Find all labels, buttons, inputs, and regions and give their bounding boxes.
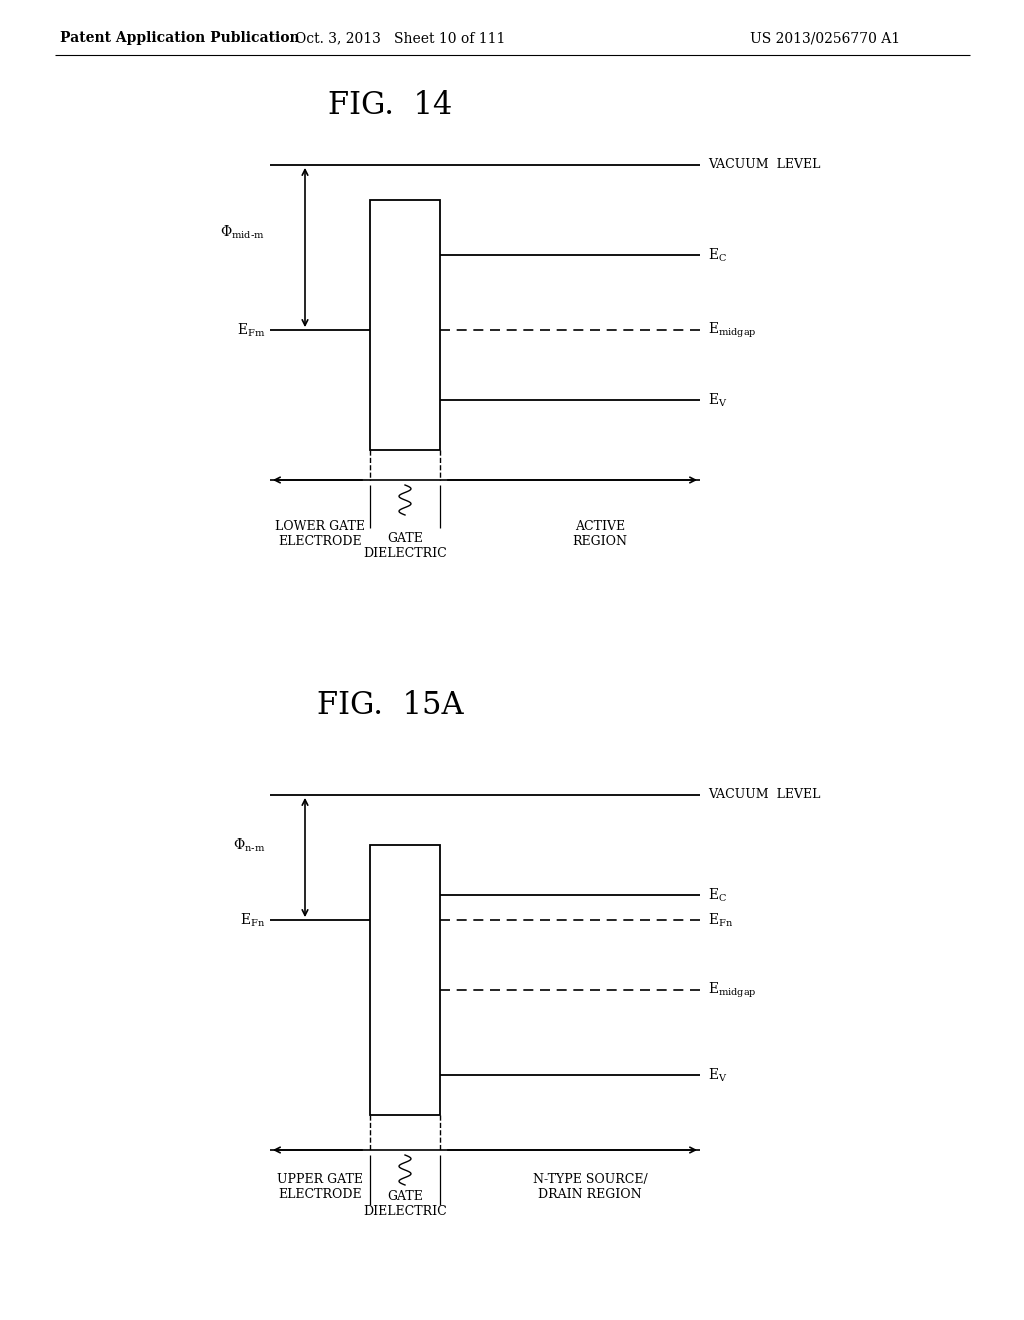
Text: $\mathregular{E_{midgap}}$: $\mathregular{E_{midgap}}$ — [708, 981, 757, 999]
Text: DIELECTRIC: DIELECTRIC — [364, 1205, 446, 1218]
Text: $\mathregular{E_V}$: $\mathregular{E_V}$ — [708, 391, 727, 409]
Text: $\mathregular{E_C}$: $\mathregular{E_C}$ — [708, 247, 727, 264]
Text: $\mathregular{E_V}$: $\mathregular{E_V}$ — [708, 1067, 727, 1084]
Text: ELECTRODE: ELECTRODE — [279, 1188, 361, 1201]
Bar — [370, 201, 440, 450]
Text: $\mathregular{E_{midgap}}$: $\mathregular{E_{midgap}}$ — [708, 321, 757, 339]
Text: VACUUM  LEVEL: VACUUM LEVEL — [708, 158, 820, 172]
Text: Patent Application Publication: Patent Application Publication — [60, 30, 300, 45]
Text: GATE: GATE — [387, 532, 423, 545]
Text: GATE: GATE — [387, 1191, 423, 1203]
Text: ELECTRODE: ELECTRODE — [279, 535, 361, 548]
Text: ACTIVE: ACTIVE — [574, 520, 625, 533]
Text: US 2013/0256770 A1: US 2013/0256770 A1 — [750, 30, 900, 45]
Text: DRAIN REGION: DRAIN REGION — [539, 1188, 642, 1201]
Text: $\mathregular{E_{Fn}}$: $\mathregular{E_{Fn}}$ — [240, 911, 265, 929]
Text: N-TYPE SOURCE/: N-TYPE SOURCE/ — [532, 1173, 647, 1185]
Text: $\mathregular{E_{Fn}}$: $\mathregular{E_{Fn}}$ — [708, 911, 733, 929]
Text: LOWER GATE: LOWER GATE — [275, 520, 365, 533]
Text: FIG.  14: FIG. 14 — [328, 90, 453, 121]
Text: VACUUM  LEVEL: VACUUM LEVEL — [708, 788, 820, 801]
Text: Oct. 3, 2013   Sheet 10 of 111: Oct. 3, 2013 Sheet 10 of 111 — [295, 30, 505, 45]
Bar — [370, 845, 440, 1115]
Text: $\mathregular{\Phi_{mid\text{-}m}}$: $\mathregular{\Phi_{mid\text{-}m}}$ — [220, 224, 265, 242]
Text: UPPER GATE: UPPER GATE — [278, 1173, 362, 1185]
Text: $\mathregular{E_{Fm}}$: $\mathregular{E_{Fm}}$ — [237, 321, 265, 339]
Text: REGION: REGION — [572, 535, 628, 548]
Text: FIG.  15A: FIG. 15A — [316, 690, 463, 721]
Text: $\mathregular{\Phi_{n\text{-}m}}$: $\mathregular{\Phi_{n\text{-}m}}$ — [232, 837, 265, 854]
Text: $\mathregular{E_C}$: $\mathregular{E_C}$ — [708, 886, 727, 904]
Text: DIELECTRIC: DIELECTRIC — [364, 546, 446, 560]
